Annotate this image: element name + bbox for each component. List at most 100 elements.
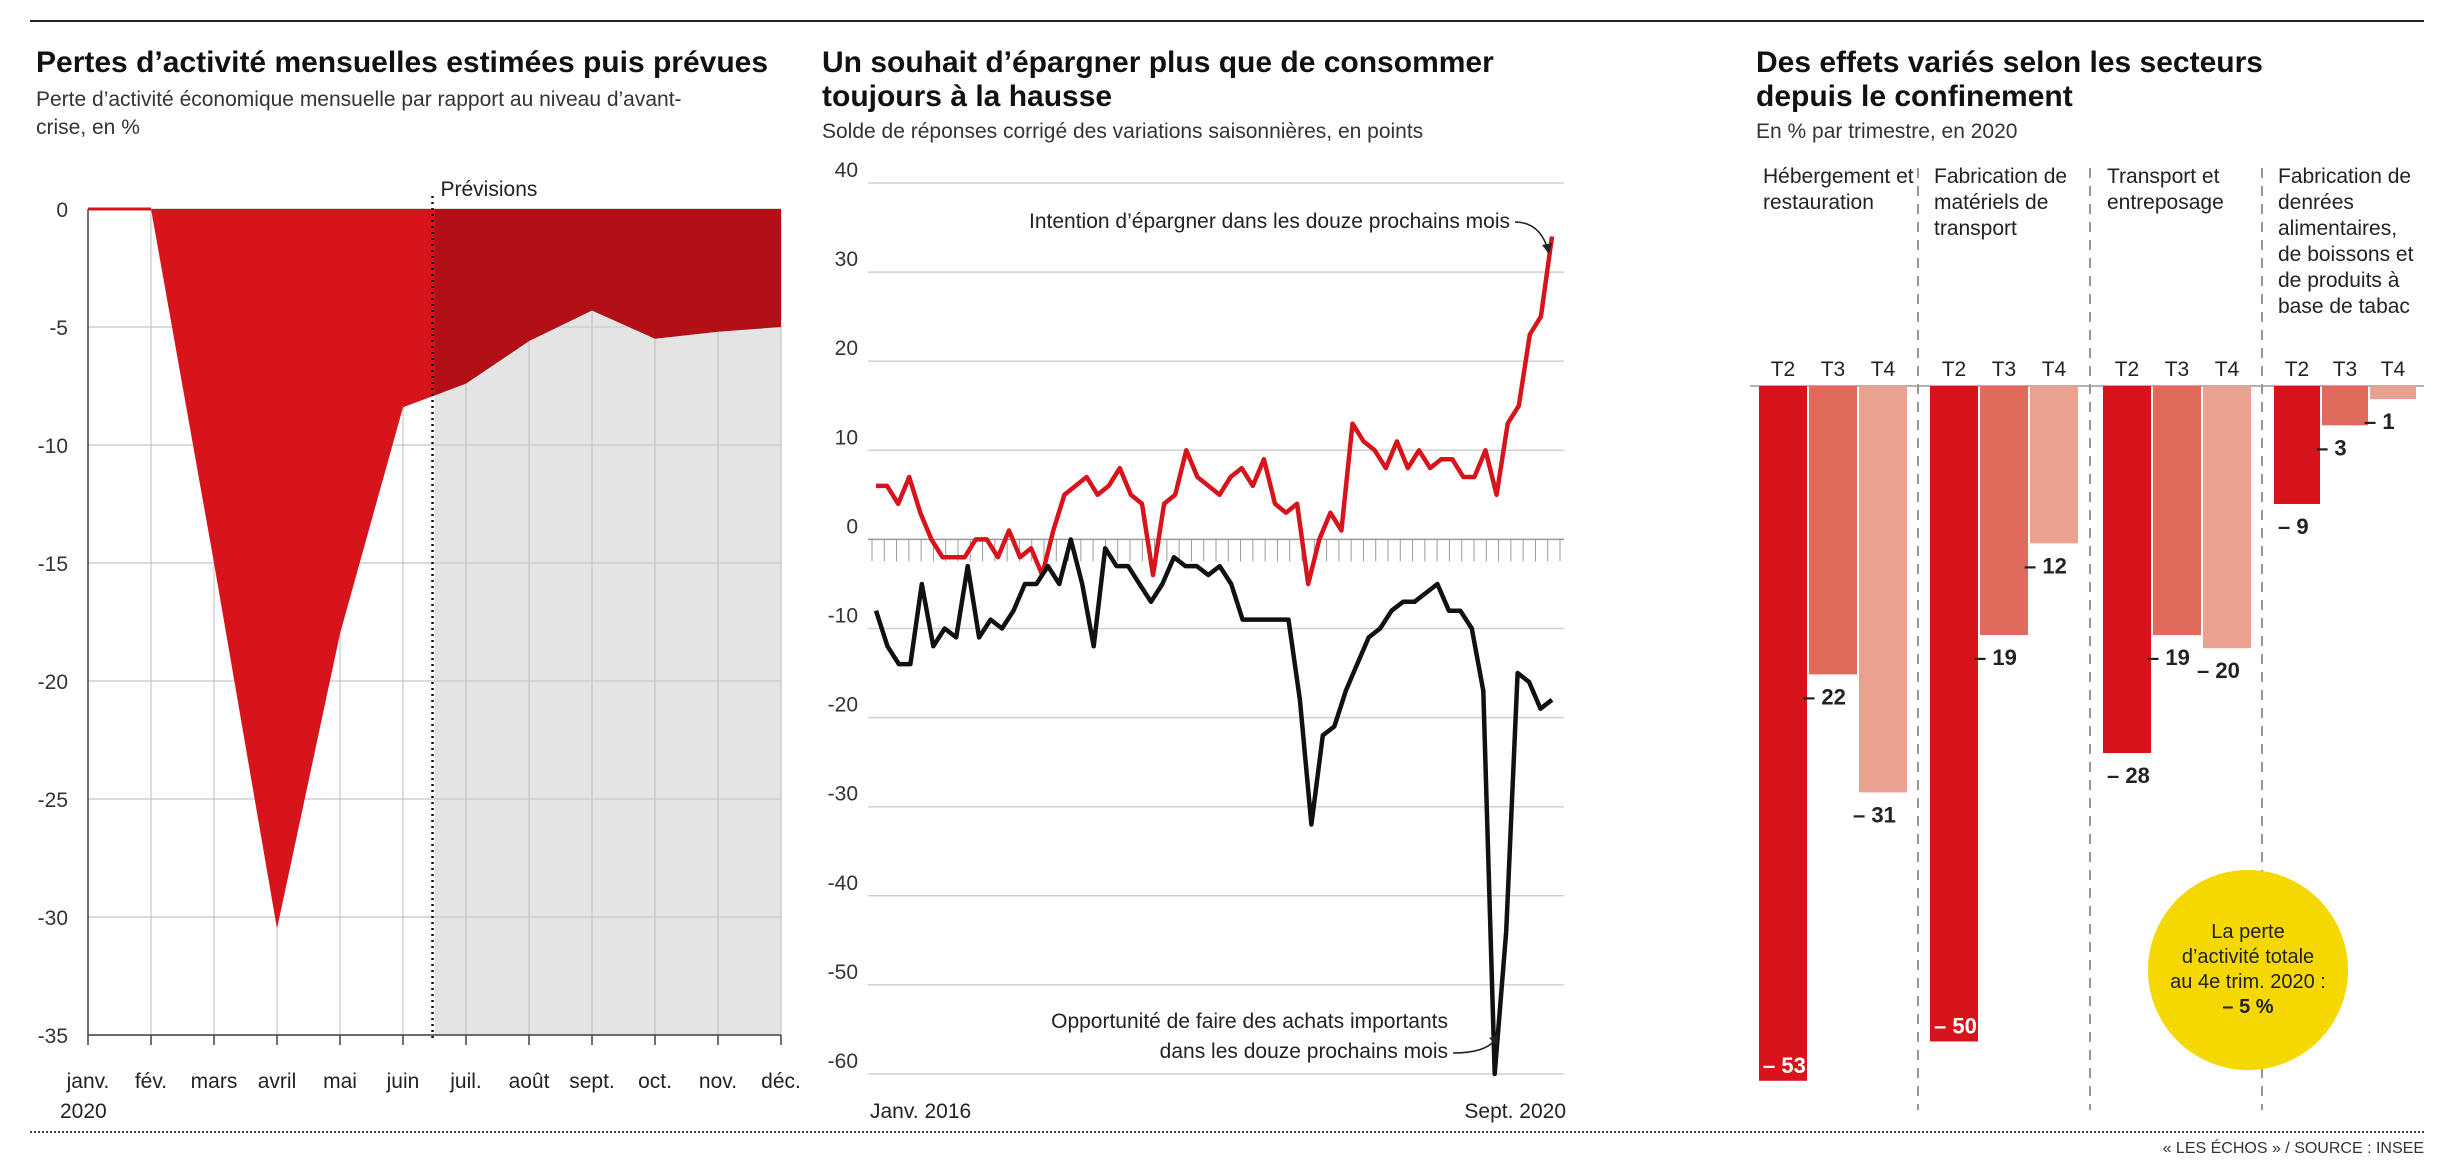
quarter-label: T2 [2115,358,2140,381]
quarter-label: T4 [2215,358,2240,381]
bar [1930,386,1978,1042]
sector-name-line: matériels de [1934,191,2048,214]
chart1-xtick-label: sept. [569,1070,615,1093]
sector-name-line: restauration [1763,191,1874,214]
sector-name-line: transport [1934,217,2017,240]
chart2-ytick-label: 10 [835,426,858,449]
quarter-label: T3 [1821,358,1846,381]
bar-value-label: – 9 [2278,514,2309,539]
chart1-ytick-label: 0 [56,199,68,222]
bar-value-label: – 50 [1934,1013,1977,1038]
chart2-ytick-label: 20 [835,337,858,360]
chart2-x-end-label: Sept. 2020 [1464,1100,1566,1123]
chart1-subtitle: Perte d’activité économique mensuelle pa… [36,88,682,139]
sector-name-line: Transport et [2107,165,2220,188]
chart2-x-start-label: Janv. 2016 [870,1100,971,1123]
source-note: « LES ÉCHOS » / SOURCE : INSEE [2162,1140,2424,1157]
total-loss-badge: La perte d’activité totale au 4e trim. 2… [2148,870,2348,1070]
top-rule [30,20,2424,22]
chart1-xtick-label: fév. [135,1070,167,1093]
chart1-xtick-label: mars [191,1070,238,1093]
chart1-ytick-label: -10 [38,435,68,458]
chart1-ytick-label: -20 [38,671,68,694]
series-purchases-line [873,537,1554,1077]
sector-name-line: base de tabac [2278,295,2410,318]
chart1-xtick-label: nov. [699,1070,737,1093]
series-savings-line [876,236,1555,587]
bar-value-label: – 20 [2197,658,2240,683]
sector-name-line: de produits à [2278,269,2400,292]
annotation-arrowhead-savings [1542,243,1552,254]
bar-value-label: – 12 [2024,553,2067,578]
badge-value: – 5 % [2222,996,2274,1018]
chart2-ytick-label: -50 [828,961,858,984]
bar [1809,386,1857,675]
bar [2103,386,2151,754]
bar-value-label: – 31 [1853,802,1896,827]
bar [2274,386,2320,504]
quarter-label: T4 [1871,358,1896,381]
annotation-arrow-purchases [1452,1039,1496,1054]
badge-line3: au 4e trim. 2020 : [2170,971,2326,993]
chart3-subtitle: En % par trimestre, en 2020 [1756,120,2018,143]
forecast-label: Prévisions [441,178,538,201]
chart2-ytick-label: 30 [835,248,858,271]
bar-value-label: – 28 [2107,763,2150,788]
bar-value-label: – 3 [2316,435,2347,460]
quarter-label: T4 [2042,358,2067,381]
chart2-ytick-label: -30 [828,783,858,806]
chart2-ytick-label: -40 [828,872,858,895]
quarter-label: T4 [2381,358,2406,381]
quarter-label: T3 [1992,358,2017,381]
annotation-arrowhead-purchases [1489,1035,1498,1045]
bar [2203,386,2251,649]
chart1-xtick-label: juil. [449,1070,482,1093]
bar-value-label: – 19 [1974,645,2017,670]
sector-name-line: denrées [2278,191,2354,214]
quarter-label: T2 [2285,358,2310,381]
chart2-ytick-label: -10 [828,605,858,628]
area-estimated [88,209,435,929]
sector-name-line: Fabrication de [2278,165,2411,188]
chart2-ytick-label: 40 [835,159,858,182]
chart2-ytick-label: -20 [828,694,858,717]
chart1-xtick-label: avril [258,1070,297,1093]
chart1-ytick-label: -5 [49,317,68,340]
chart2-subtitle: Solde de réponses corrigé des variations… [822,120,1424,143]
chart1-xtick-label: déc. [761,1070,801,1093]
chart2-ytick-label: -60 [828,1050,858,1073]
quarter-label: T2 [1771,358,1796,381]
quarter-label: T3 [2333,358,2358,381]
chart1-xtick-label: oct. [638,1070,672,1093]
bar [1980,386,2028,636]
chart1-xtick-label: mai [323,1070,357,1093]
quarter-label: T3 [2165,358,2190,381]
chart1-title: Pertes d’activité mensuelles estimées pu… [36,46,769,79]
chart1-ytick-label: -30 [38,907,68,930]
chart1-year-label: 2020 [60,1100,107,1123]
series-purchases-label-2: dans les douze prochains mois [1160,1040,1448,1063]
chart1-xtick-label: juin [386,1070,420,1093]
bar [2322,386,2368,426]
bar [2030,386,2078,544]
chart1-ytick-label: -35 [38,1025,68,1048]
bar-value-label: – 19 [2147,645,2190,670]
sector-name-line: de boissons et [2278,243,2414,266]
chart2-ytick-label: 0 [846,515,858,538]
series-savings-label: Intention d’épargner dans les douze proc… [1029,210,1510,233]
quarter-label: T2 [1942,358,1967,381]
bar [1759,386,1807,1081]
bar [2153,386,2201,636]
area-forecast [434,209,781,396]
chart1-xtick-label: août [509,1070,550,1093]
series-purchases-label-1: Opportunité de faire des achats importan… [1051,1010,1448,1033]
bar-value-label: – 22 [1803,684,1846,709]
sector-name-line: alimentaires, [2278,217,2397,240]
sector-name-line: Hébergement et [1763,165,1914,188]
chart3-title: Des effets variés selon les secteurs dep… [1756,46,2263,113]
badge-line1: La perte [2211,921,2285,943]
chart1-xtick-label: janv. [66,1070,110,1093]
